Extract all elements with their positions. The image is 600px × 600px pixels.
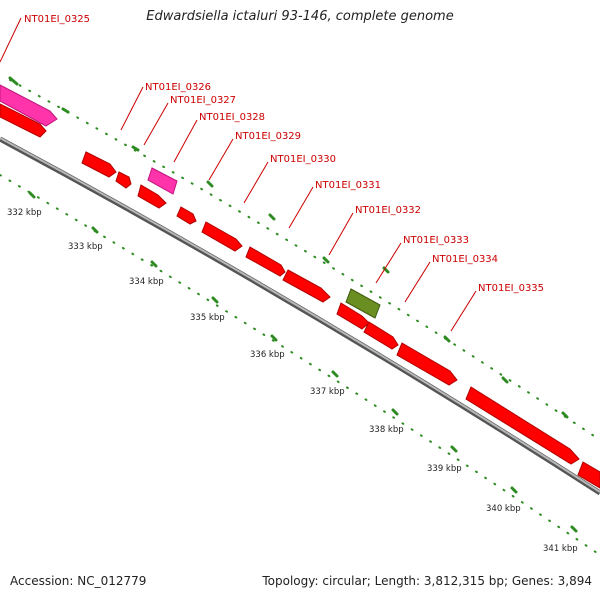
gene-label[interactable]: NT01EI_0331 xyxy=(315,180,381,191)
map-title: Edwardsiella ictaluri 93-146, complete g… xyxy=(146,9,454,24)
gene-feature[interactable] xyxy=(137,184,167,209)
accession-text: Accession: NC_012779 xyxy=(10,574,147,588)
gene-label[interactable]: NT01EI_0330 xyxy=(270,154,336,165)
gene-label[interactable]: NT01EI_0333 xyxy=(403,235,469,246)
scale-label: 337 kbp xyxy=(310,387,345,397)
scale-label: 340 kbp xyxy=(486,504,521,514)
gene-label[interactable]: NT01EI_0326 xyxy=(145,82,211,93)
gene-label[interactable]: NT01EI_0329 xyxy=(235,131,301,142)
gene-feature[interactable] xyxy=(345,288,381,319)
scale-label: 338 kbp xyxy=(369,425,404,435)
gene-label[interactable]: NT01EI_0325 xyxy=(24,14,90,25)
scale-label: 335 kbp xyxy=(190,313,225,323)
gene-feature[interactable] xyxy=(336,302,370,330)
gene-label[interactable]: NT01EI_0334 xyxy=(432,254,498,265)
gene-feature[interactable] xyxy=(465,386,580,465)
gene-label[interactable]: NT01EI_0335 xyxy=(478,283,544,294)
scale-label: 339 kbp xyxy=(427,464,462,474)
gene-feature[interactable] xyxy=(115,171,132,189)
gene-feature[interactable] xyxy=(245,246,286,277)
genome-stats-text: Topology: circular; Length: 3,812,315 bp… xyxy=(262,574,592,588)
gene-feature[interactable] xyxy=(577,461,600,489)
genome-backbone xyxy=(0,136,600,496)
scale-label: 334 kbp xyxy=(129,277,164,287)
outer-ruler xyxy=(8,76,600,441)
scale-label: 332 kbp xyxy=(7,208,42,218)
gene-feature[interactable] xyxy=(147,167,178,195)
gene-label[interactable]: NT01EI_0327 xyxy=(170,95,236,106)
gene-feature[interactable] xyxy=(396,342,458,386)
label-leaders xyxy=(0,17,477,332)
gene-feature[interactable] xyxy=(0,103,47,138)
gene-label[interactable]: NT01EI_0332 xyxy=(355,205,421,216)
gene-feature[interactable] xyxy=(0,84,58,127)
gene-feature[interactable] xyxy=(201,221,243,252)
inner-ruler xyxy=(0,174,600,556)
gene-feature[interactable] xyxy=(176,206,197,225)
gene-label[interactable]: NT01EI_0328 xyxy=(199,112,265,123)
gene-feature[interactable] xyxy=(363,321,399,350)
gene-feature[interactable] xyxy=(81,151,117,178)
gene-feature[interactable] xyxy=(282,269,331,303)
scale-label: 333 kbp xyxy=(68,242,103,252)
gene-features xyxy=(0,84,600,489)
scale-label: 341 kbp xyxy=(543,544,578,554)
scale-label: 336 kbp xyxy=(250,350,285,360)
